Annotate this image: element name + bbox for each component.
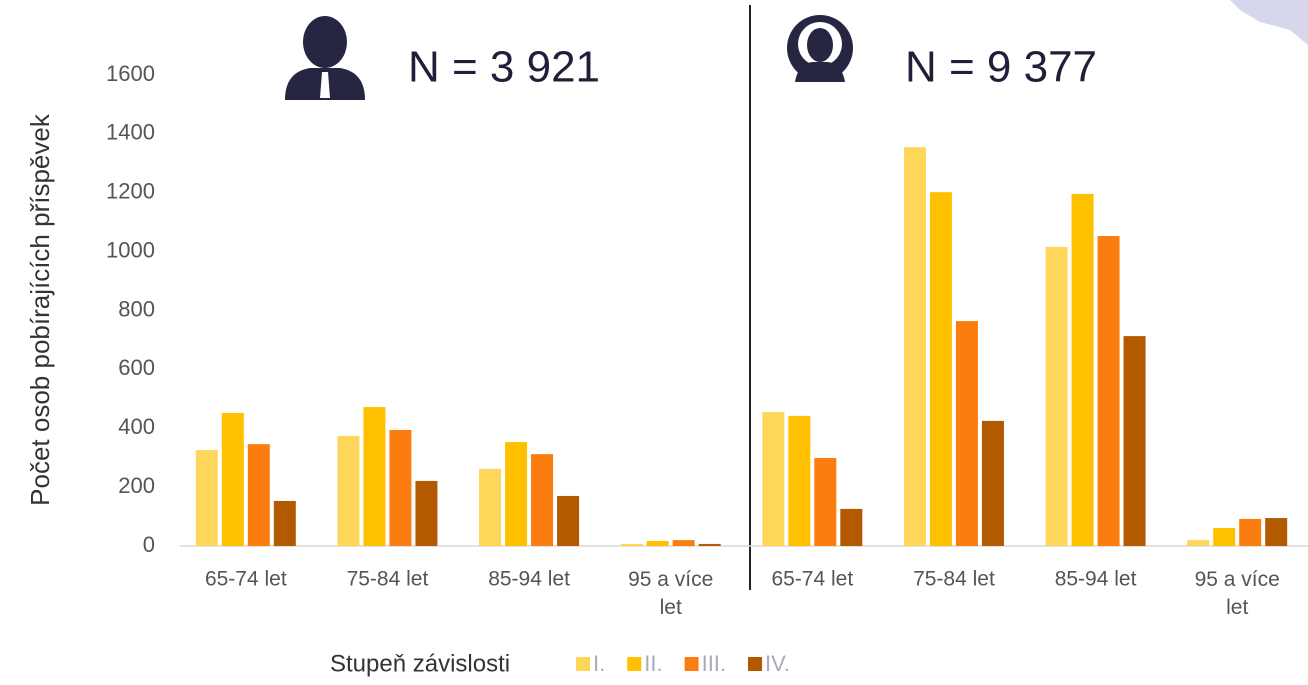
bar xyxy=(1187,540,1210,546)
legend-swatch xyxy=(576,657,590,671)
bar xyxy=(620,543,643,546)
bar xyxy=(1265,518,1288,546)
y-tick-label: 1600 xyxy=(106,61,155,86)
bar xyxy=(840,508,863,546)
y-tick-label: 800 xyxy=(118,296,155,321)
legend-swatch xyxy=(627,657,642,671)
bar xyxy=(221,412,244,546)
legend-label: I. xyxy=(593,651,605,676)
x-tick-label-line: let xyxy=(660,596,682,619)
bar xyxy=(1097,236,1120,546)
legend-label: III. xyxy=(702,651,726,676)
legend-swatch xyxy=(748,657,763,671)
legend-title: Stupeň závislosti xyxy=(330,650,510,677)
bar xyxy=(1239,518,1262,546)
bar xyxy=(762,412,785,546)
x-tick-label: 65-74 let xyxy=(205,568,287,591)
bar xyxy=(505,442,528,546)
bar xyxy=(698,543,721,546)
bar xyxy=(1123,336,1146,546)
x-tick-label: 65-74 let xyxy=(771,568,853,591)
legend-swatch xyxy=(684,657,699,671)
bar xyxy=(1213,528,1236,546)
bar xyxy=(337,435,360,546)
x-tick-label: 85-94 let xyxy=(1055,568,1137,591)
bar xyxy=(672,540,695,546)
bar xyxy=(903,147,926,546)
annotation: N = 3 921 xyxy=(408,43,600,92)
bar xyxy=(1071,193,1094,547)
male-icon xyxy=(285,16,365,100)
map-decoration xyxy=(1230,0,1308,45)
x-tick-label: 95 a více let xyxy=(628,568,713,619)
bar xyxy=(195,450,218,546)
bar xyxy=(955,321,978,546)
bar xyxy=(1045,246,1068,547)
bar xyxy=(247,444,270,546)
y-tick-label: 1400 xyxy=(106,120,155,145)
bar xyxy=(531,454,554,546)
bar xyxy=(646,540,669,546)
y-tick-label: 400 xyxy=(118,414,155,439)
legend-label: II. xyxy=(644,651,662,676)
y-tick-label: 200 xyxy=(118,473,155,498)
legend-label: IV. xyxy=(765,651,790,676)
y-tick-label: 600 xyxy=(118,355,155,380)
y-tick-label: 1000 xyxy=(106,237,155,262)
x-tick-label: 85-94 let xyxy=(488,568,570,591)
y-tick-label: 0 xyxy=(143,532,155,557)
bar xyxy=(929,192,952,546)
female-icon xyxy=(787,15,853,82)
bar xyxy=(788,415,811,546)
x-tick-label: 75-84 let xyxy=(913,568,995,591)
bar xyxy=(363,407,386,546)
bar xyxy=(557,495,580,546)
x-tick-label-line: let xyxy=(1226,596,1248,619)
bar xyxy=(479,468,502,546)
bar xyxy=(814,457,837,546)
bar xyxy=(981,420,1004,546)
bar xyxy=(273,500,296,546)
x-tick-label-line: 95 a více xyxy=(1195,568,1280,591)
x-tick-label-line: 95 a více xyxy=(628,568,713,591)
bar xyxy=(389,430,412,546)
annotation: N = 9 377 xyxy=(905,43,1097,92)
x-tick-label: 95 a více let xyxy=(1195,568,1280,619)
bar xyxy=(415,480,438,546)
x-tick-label: 75-84 let xyxy=(347,568,429,591)
y-tick-label: 1200 xyxy=(106,179,155,204)
y-axis-label: Počet osob pobírajících příspěvek xyxy=(25,113,55,506)
